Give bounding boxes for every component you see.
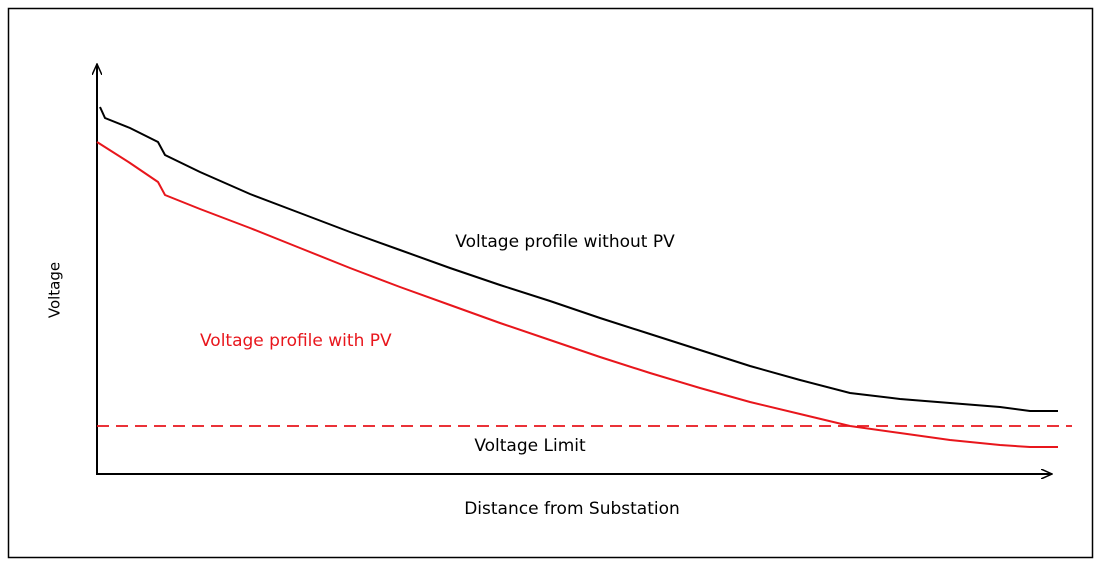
x-axis-label: Distance from Substation [464, 499, 680, 519]
y-axis-label: Voltage [46, 262, 64, 318]
limit-label: Voltage Limit [474, 436, 586, 456]
curve-without-pv [99, 106, 1058, 412]
curve-label: Voltage profile with PV [200, 331, 392, 351]
frame [7, 7, 1094, 559]
curve-label: Voltage profile without PV [455, 232, 675, 252]
curve-with-pv [96, 141, 1058, 448]
